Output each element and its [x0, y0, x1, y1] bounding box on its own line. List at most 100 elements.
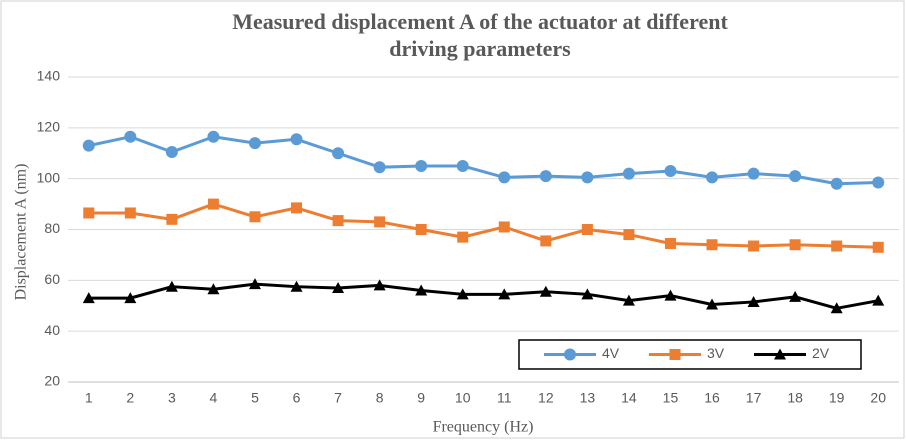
- marker: [498, 288, 511, 300]
- x-axis-title: Frequency (Hz): [433, 419, 534, 436]
- marker: [415, 159, 428, 172]
- y-tick-label: 60: [44, 271, 60, 287]
- marker: [622, 167, 635, 180]
- x-tick-label: 6: [293, 390, 301, 406]
- marker: [498, 171, 511, 184]
- marker: [415, 224, 427, 235]
- marker: [165, 145, 178, 158]
- marker: [166, 213, 178, 225]
- marker: [622, 294, 635, 306]
- marker: [248, 278, 261, 290]
- marker: [872, 241, 884, 253]
- x-tick-label: 7: [334, 390, 342, 406]
- marker: [207, 283, 220, 295]
- marker: [706, 171, 719, 184]
- x-tick-label: 19: [829, 390, 845, 406]
- marker: [82, 292, 95, 304]
- x-tick-label: 17: [746, 390, 762, 406]
- y-tick-label: 120: [37, 119, 61, 135]
- marker: [581, 171, 594, 184]
- y-axis-title: Displacement A (nm): [13, 164, 30, 301]
- marker: [124, 292, 137, 304]
- marker: [831, 240, 843, 252]
- marker: [456, 159, 469, 172]
- marker: [581, 288, 594, 300]
- marker: [290, 133, 303, 146]
- marker: [456, 288, 469, 300]
- marker: [290, 280, 303, 292]
- marker: [872, 294, 885, 306]
- x-tick-label: 9: [417, 390, 425, 406]
- marker: [332, 215, 344, 227]
- y-tick-label: 100: [37, 169, 61, 185]
- marker: [332, 281, 345, 293]
- marker: [83, 207, 95, 219]
- marker: [540, 235, 552, 247]
- marker: [457, 231, 469, 243]
- marker: [747, 167, 760, 180]
- marker: [747, 295, 760, 307]
- marker: [789, 170, 802, 183]
- x-tick-label: 20: [870, 390, 886, 406]
- legend-marker: [669, 349, 681, 360]
- marker: [830, 177, 843, 190]
- legend-marker: [774, 348, 786, 360]
- marker: [124, 207, 136, 219]
- x-tick-label: 14: [621, 390, 637, 406]
- marker: [207, 198, 219, 210]
- x-tick-label: 3: [168, 390, 176, 406]
- marker: [664, 237, 676, 249]
- marker: [165, 280, 178, 292]
- series-line: [88, 282, 879, 310]
- marker: [124, 130, 137, 143]
- series-line: [88, 135, 879, 186]
- marker: [789, 290, 802, 302]
- x-tick-label: 16: [704, 390, 720, 406]
- marker: [539, 170, 552, 183]
- x-tick-label: 1: [85, 390, 93, 406]
- marker: [539, 285, 552, 297]
- x-tick-label: 5: [251, 390, 259, 406]
- x-tick-label: 15: [663, 390, 679, 406]
- y-tick-label: 20: [44, 373, 60, 389]
- x-tick-label: 8: [376, 390, 384, 406]
- y-tick-label: 80: [44, 220, 60, 236]
- x-tick-label: 13: [580, 390, 596, 406]
- marker: [332, 147, 345, 160]
- legend-label: 4V: [602, 345, 620, 361]
- x-tick-label: 2: [126, 390, 134, 406]
- marker: [706, 239, 718, 251]
- y-tick-label: 40: [44, 322, 60, 338]
- marker: [872, 176, 885, 189]
- series-line: [88, 202, 879, 249]
- marker: [415, 284, 428, 296]
- marker: [664, 165, 677, 178]
- marker: [82, 139, 95, 152]
- y-tick-label: 140: [37, 68, 61, 84]
- x-tick-label: 4: [210, 390, 218, 406]
- marker: [706, 298, 719, 310]
- chart-title: Measured displacement A of the actuator …: [232, 9, 728, 61]
- marker: [249, 211, 261, 223]
- x-tick-label: 10: [455, 390, 471, 406]
- marker: [207, 130, 220, 143]
- marker: [789, 239, 801, 251]
- marker: [498, 221, 510, 233]
- x-tick-label: 12: [538, 390, 554, 406]
- legend-label: 3V: [707, 345, 725, 361]
- marker: [623, 229, 635, 241]
- marker: [248, 137, 261, 150]
- marker: [748, 240, 760, 252]
- marker: [291, 202, 303, 214]
- x-tick-label: 18: [787, 390, 803, 406]
- marker: [664, 289, 677, 301]
- legend-marker: [564, 348, 576, 361]
- legend-label: 2V: [812, 345, 830, 361]
- marker: [373, 279, 386, 291]
- marker: [373, 161, 386, 174]
- marker: [581, 224, 593, 235]
- x-tick-label: 11: [497, 390, 512, 406]
